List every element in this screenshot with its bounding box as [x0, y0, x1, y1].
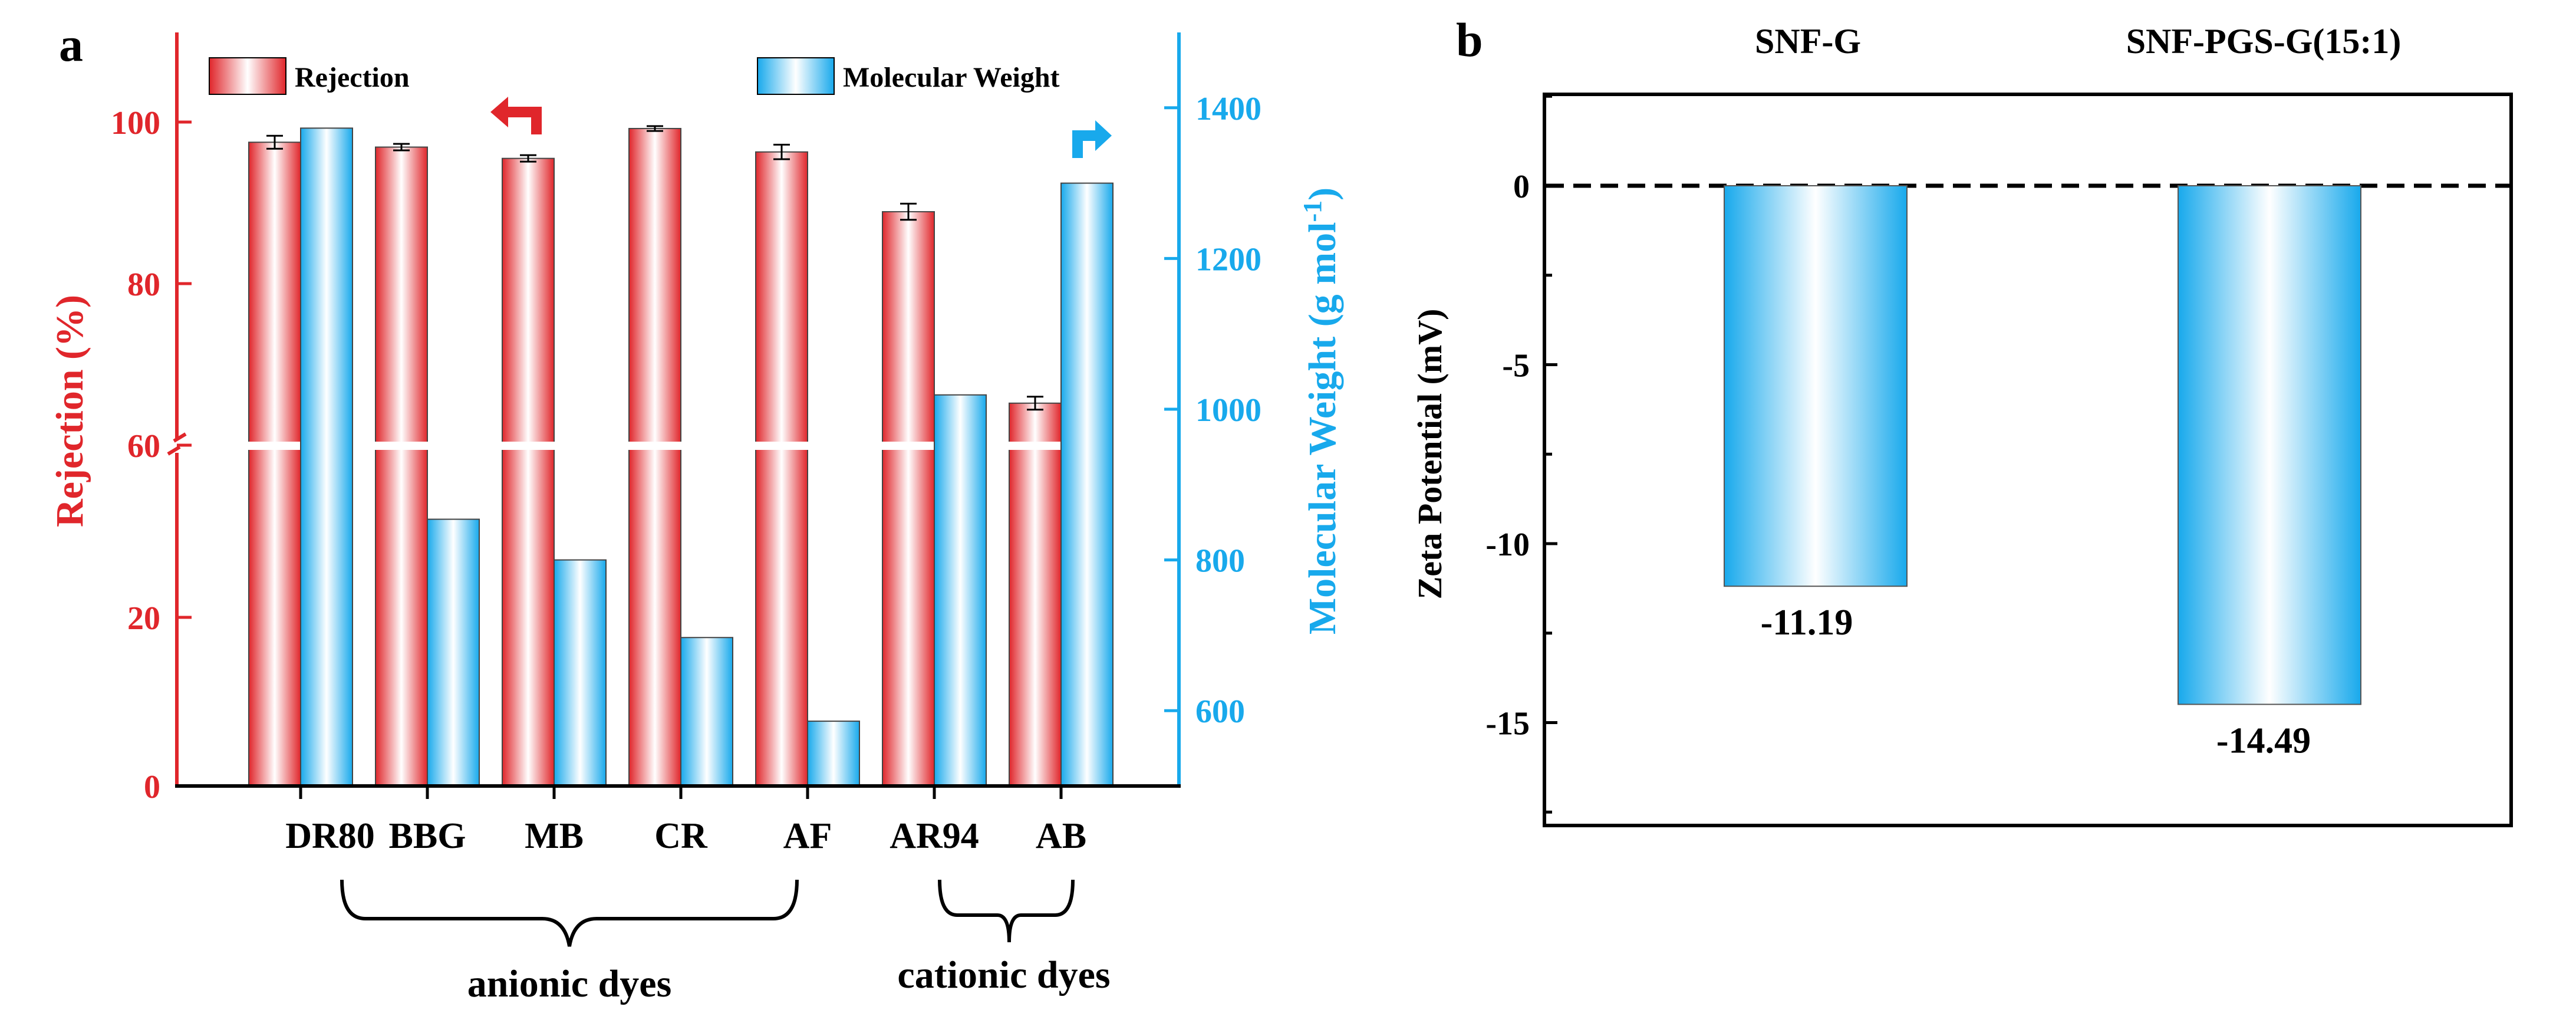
axis-break-band: [179, 442, 1177, 450]
zeta-value-label-1: -14.49: [2216, 721, 2311, 761]
bar-molecular-weight-fill-ar94: [934, 440, 986, 451]
category-label-bbg: BBG: [389, 816, 466, 856]
category-label-cr: CR: [654, 816, 708, 856]
bar-rejection-ar94: [882, 211, 935, 787]
zeta-bar-1: [2178, 185, 2361, 705]
bar-rejection-cr: [628, 127, 681, 787]
right-tick-label-600: 600: [1195, 693, 1245, 730]
left-tick-label-20: 20: [127, 600, 160, 637]
error-bar-ab: [1027, 396, 1043, 411]
legend-label-rejection: Rejection: [295, 62, 410, 93]
bar-molecular-weight-af: [807, 721, 860, 787]
right-axis-ticks: 600 800 1000 1200 1400: [1164, 91, 1261, 730]
brace-anionic: [340, 879, 799, 947]
right-axis-title-superscript: -1: [1298, 200, 1327, 222]
right-tick-label-1000: 1000: [1195, 392, 1261, 429]
bar-rejection-af: [755, 151, 808, 787]
bar-molecular-weight-fill-ab: [1061, 440, 1113, 451]
panel-a-bars: [179, 125, 1177, 787]
bar-rejection-ab: [1009, 402, 1062, 787]
legend-label-molecular-weight: Molecular Weight: [843, 62, 1060, 93]
bar-molecular-weight-cr: [680, 637, 733, 787]
category-label-mb: MB: [525, 816, 584, 856]
group-braces: anionic dyes cationic dyes: [340, 879, 1111, 1005]
left-tick-label-0: 0: [144, 769, 160, 805]
right-axis-arrow-head-icon: [1095, 120, 1112, 151]
axis-break-mark: [167, 432, 187, 456]
right-axis-arrow-icon: [1072, 130, 1102, 158]
right-tick-label-800: 800: [1195, 543, 1245, 580]
bar-molecular-weight-bbg: [427, 518, 480, 787]
bar-rejection-mb: [502, 157, 555, 787]
error-bar-ar94: [900, 202, 917, 221]
bar-molecular-weight-fill-dr80: [301, 440, 353, 451]
bottom-axis-ticks: DR80 BBG MB CR AF AR94 AB: [285, 786, 1086, 856]
right-axis-title: Molecular Weight (g mol-1): [1298, 188, 1345, 634]
bar-molecular-weight-mb: [554, 559, 607, 787]
group-label-anionic: anionic dyes: [467, 962, 672, 1005]
panel-b-tick-label-0: 0: [1513, 169, 1530, 205]
bar-molecular-weight-dr80: [300, 127, 353, 787]
panel-b-label: b: [1456, 13, 1483, 67]
left-axis-arrow-icon: [500, 107, 542, 134]
right-tick-label-1200: 1200: [1195, 241, 1261, 278]
legend: Rejection Molecular Weight: [209, 57, 1060, 95]
bar-molecular-weight-ar94: [934, 394, 987, 787]
panel-b-y-ticks: 0 -5 -10 -15: [1485, 94, 1557, 814]
panel-b-frame: [1543, 93, 2513, 827]
brace-cationic: [938, 879, 1075, 943]
panel-b-tick-label--5: -5: [1502, 348, 1530, 384]
left-axis-arrow-head-icon: [490, 97, 508, 127]
left-tick-label-60: 60: [127, 428, 160, 465]
bar-rejection-dr80: [248, 142, 301, 787]
left-tick-label-100: 100: [111, 105, 160, 142]
error-bar-cr: [647, 125, 663, 132]
bar-molecular-weight-ab: [1060, 182, 1114, 787]
panel-b: b 0 -5 -10 -15 -11.19 -14.49 Zeta Potential …: [1411, 13, 2513, 827]
legend-swatch-rejection: [209, 57, 286, 95]
zeta-value-label-0: -11.19: [1761, 603, 1853, 643]
right-axis-title-main: Molecular Weight (g mol: [1301, 222, 1344, 635]
right-axis-title-end: ): [1301, 188, 1344, 200]
category-label-af: AF: [783, 816, 832, 856]
left-axis-ticks: 0 20 60 80 100: [111, 105, 192, 805]
error-bar-dr80: [266, 134, 283, 150]
panel-b-tick-label--10: -10: [1485, 527, 1530, 563]
error-bar-af: [773, 143, 790, 160]
panel-b-category-label-1: SNF-PGS-G(15:1): [2126, 22, 2402, 61]
left-tick-label-80: 80: [127, 267, 160, 303]
right-tick-label-1400: 1400: [1195, 91, 1261, 127]
left-axis-title: Rejection (%): [48, 295, 91, 527]
panel-a: a 0 20 60 80 100 600 800 1000 1200 1400 DR80 BBG M…: [48, 18, 1344, 1005]
category-label-ab: AB: [1036, 816, 1086, 856]
bar-rejection-bbg: [375, 146, 428, 787]
category-label-dr80: DR80: [285, 816, 375, 856]
panel-b-tick-label--15: -15: [1485, 706, 1530, 742]
zeta-bar-0: [1724, 185, 1908, 587]
panel-b-category-label-0: SNF-G: [1755, 22, 1861, 61]
panel-b-y-axis-title: Zeta Potential (mV): [1411, 309, 1449, 600]
error-bar-bbg: [393, 143, 410, 152]
legend-swatch-molecular-weight: [757, 57, 835, 95]
error-bar-mb: [520, 154, 536, 163]
group-label-cationic: cationic dyes: [897, 953, 1110, 996]
category-label-ar94: AR94: [890, 816, 979, 856]
panel-a-label: a: [59, 18, 83, 71]
panel-b-bars: -11.19 -14.49: [1724, 185, 2361, 761]
